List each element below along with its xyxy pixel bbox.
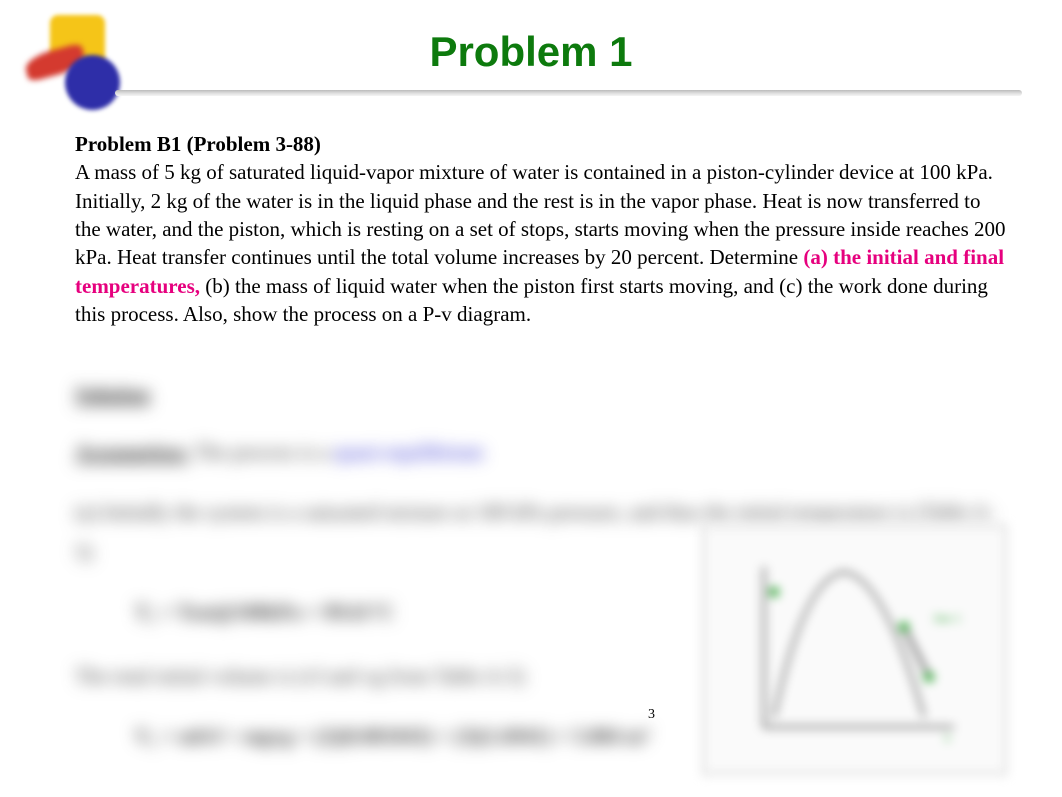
assumption-link: quasi-equilibrium xyxy=(334,440,483,464)
assumption-text: The process is a xyxy=(189,440,334,464)
pv-diagram-box: line 1 v xyxy=(702,525,1007,775)
pv-curve-svg: line 1 v xyxy=(734,547,974,747)
problem-label: Problem B1 (Problem 3-88) xyxy=(75,132,321,156)
page-title: Problem 1 xyxy=(0,28,1062,76)
solution-heading: Solution xyxy=(75,375,150,415)
assumption-label: Assumption: xyxy=(75,440,189,464)
problem-text-part2: (b) the mass of liquid water when the pi… xyxy=(75,274,988,326)
page-number: 3 xyxy=(648,707,655,723)
svg-text:line 1: line 1 xyxy=(934,611,961,625)
problem-content: Problem B1 (Problem 3-88) A mass of 5 kg… xyxy=(75,130,1007,328)
svg-text:v: v xyxy=(944,731,951,746)
header-divider xyxy=(115,90,1022,96)
assumption-line: Assumption: The process is a quasi-equil… xyxy=(75,433,1007,473)
